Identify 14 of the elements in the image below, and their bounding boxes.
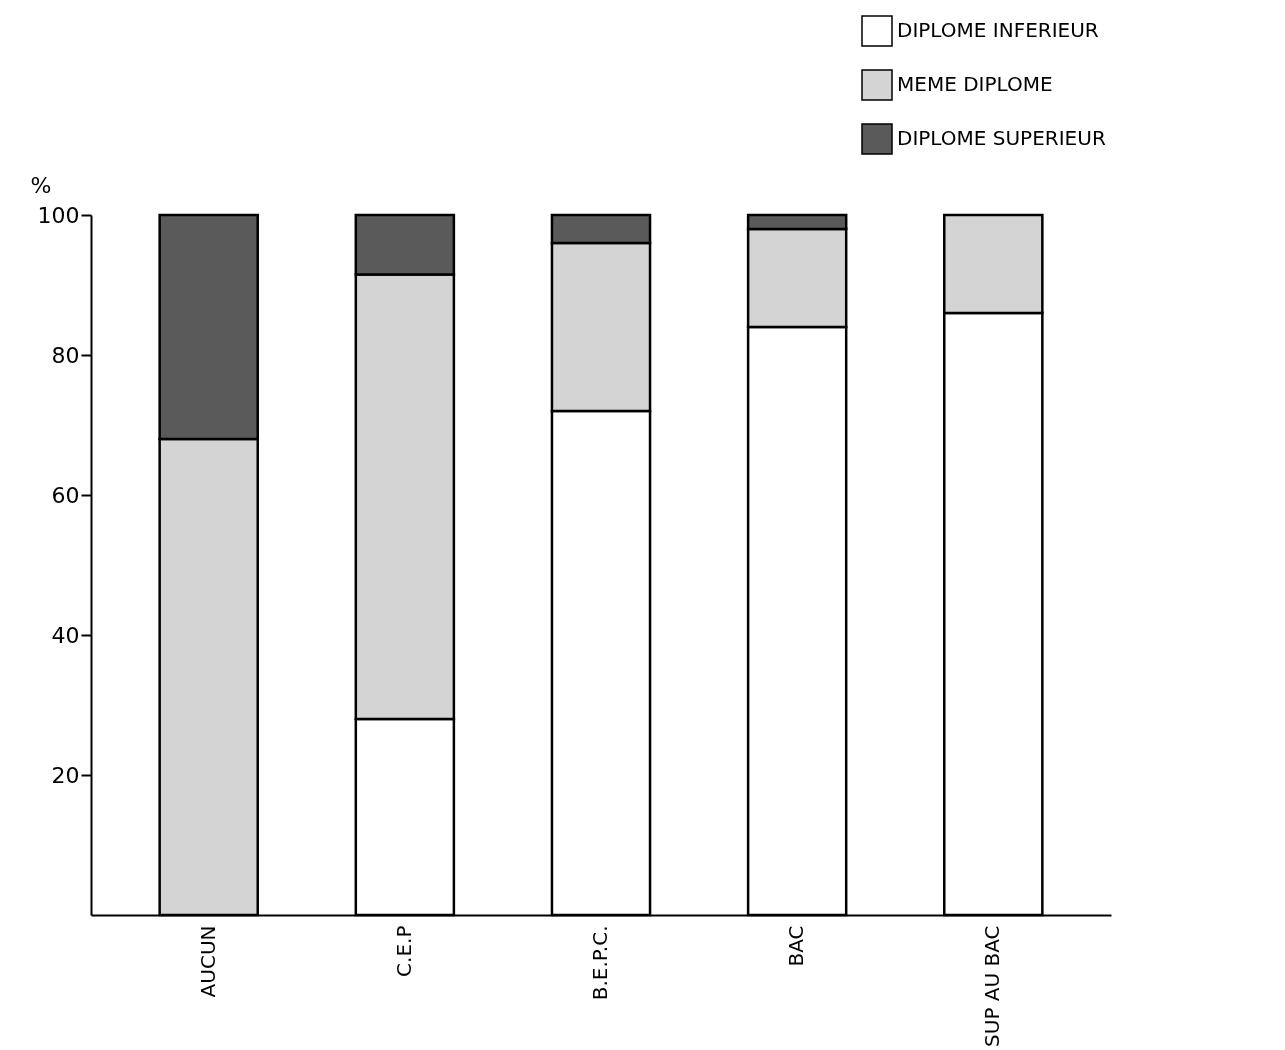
x-tick-label: B.E.P.C. (588, 925, 612, 1001)
y-tick-label: 60 (51, 482, 80, 508)
x-tick-label: BAC (784, 925, 809, 967)
legend-label: DIPLOME SUPERIEUR (897, 126, 1106, 150)
x-tick-label: SUP AU BAC (980, 925, 1005, 1047)
y-tick-label: 20 (51, 762, 80, 788)
y-tick-label: 80 (51, 342, 80, 368)
x-tick-label: AUCUN (195, 925, 220, 998)
legend-label: DIPLOME INFERIEUR (897, 18, 1099, 42)
y-axis-title: % (30, 172, 52, 198)
y-tick-label: 100 (37, 202, 80, 228)
y-tick-label: 40 (51, 622, 80, 648)
x-tick-label: C.E.P (391, 925, 416, 977)
legend-label: MEME DIPLOME (897, 72, 1053, 96)
